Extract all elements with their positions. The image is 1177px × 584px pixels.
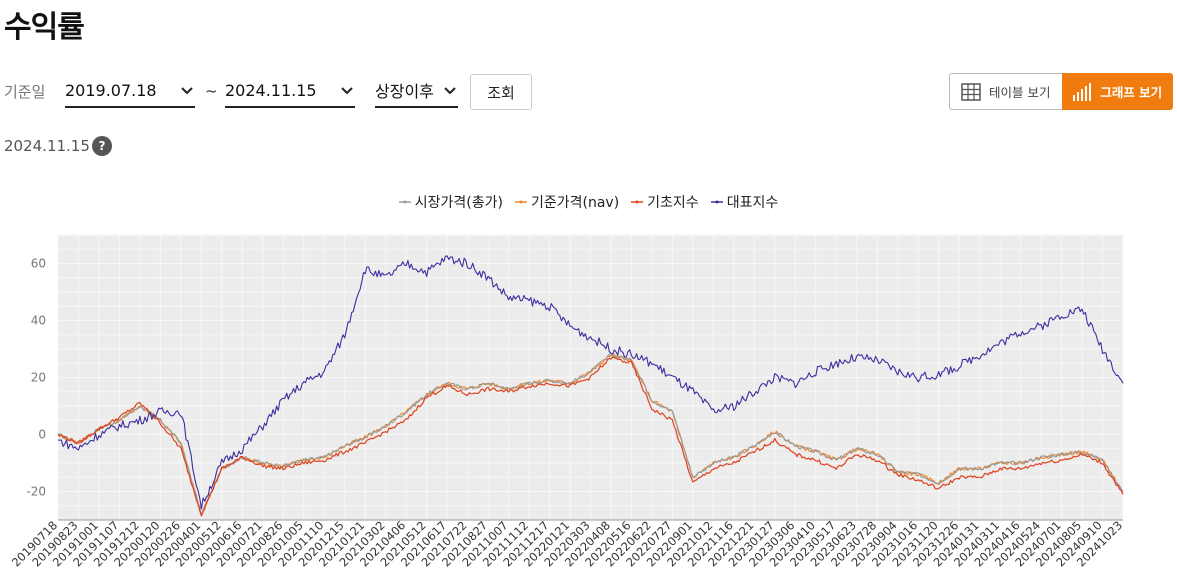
start-date-value: 2019.07.18 — [65, 80, 157, 100]
end-date-select[interactable]: 2024.11.15 — [225, 74, 355, 108]
y-tick-label: 60 — [31, 257, 46, 271]
period-select[interactable]: 상장이후 — [375, 74, 458, 108]
table-view-button[interactable]: 테이블 보기 — [949, 73, 1062, 110]
legend-label-base-index: 기초지수 — [647, 195, 699, 211]
bar-chart-icon — [1073, 82, 1092, 101]
start-date-select[interactable]: 2019.07.18 — [65, 74, 195, 108]
y-tick-label: 20 — [31, 371, 46, 385]
end-date-value: 2024.11.15 — [225, 80, 317, 100]
table-view-label: 테이블 보기 — [989, 85, 1051, 100]
date-label: 기준일 — [4, 83, 46, 101]
legend-item-market-price[interactable]: 시장가격(총가) — [398, 192, 503, 212]
y-tick-label: -20 — [26, 485, 46, 499]
help-icon[interactable]: ? — [92, 136, 112, 156]
legend-label-nav: 기준가격(nav) — [530, 195, 620, 211]
series-line-1 — [57, 353, 1124, 517]
view-toggle: 테이블 보기 그래프 보기 — [949, 73, 1173, 110]
chevron-down-icon — [181, 87, 193, 95]
legend-item-rep-index[interactable]: 대표지수 — [710, 192, 779, 212]
series-line-0 — [57, 353, 1124, 517]
y-tick-label: 0 — [38, 428, 46, 442]
legend-item-nav[interactable]: 기준가격(nav) — [514, 192, 620, 212]
reference-date: 2024.11.15 — [4, 137, 90, 155]
y-tick-label: 40 — [31, 314, 46, 328]
legend-line-icon — [398, 200, 411, 204]
legend-line-icon — [631, 200, 644, 204]
returns-line-chart: -200204060201907182019082320191001201911… — [9, 234, 1125, 570]
page-title: 수익률 — [4, 10, 85, 45]
chevron-down-icon — [444, 87, 456, 95]
search-button[interactable]: 조회 — [470, 74, 532, 110]
legend-label-rep-index: 대표지수 — [726, 195, 779, 211]
series-line-2 — [57, 356, 1124, 517]
legend-item-base-index[interactable]: 기초지수 — [631, 192, 699, 212]
chevron-down-icon — [341, 87, 353, 95]
chart-legend: 시장가격(총가) 기준가격(nav) 기초지수 대표지수 — [0, 192, 1177, 212]
table-icon — [961, 82, 981, 101]
date-range-separator: ~ — [205, 82, 218, 100]
series-line-3 — [57, 255, 1124, 510]
legend-line-icon — [710, 200, 723, 204]
legend-label-market-price: 시장가격(총가) — [414, 195, 503, 211]
period-select-value: 상장이후 — [375, 82, 434, 101]
legend-line-icon — [514, 200, 527, 204]
graph-view-button[interactable]: 그래프 보기 — [1061, 73, 1173, 110]
graph-view-label: 그래프 보기 — [1100, 85, 1163, 100]
